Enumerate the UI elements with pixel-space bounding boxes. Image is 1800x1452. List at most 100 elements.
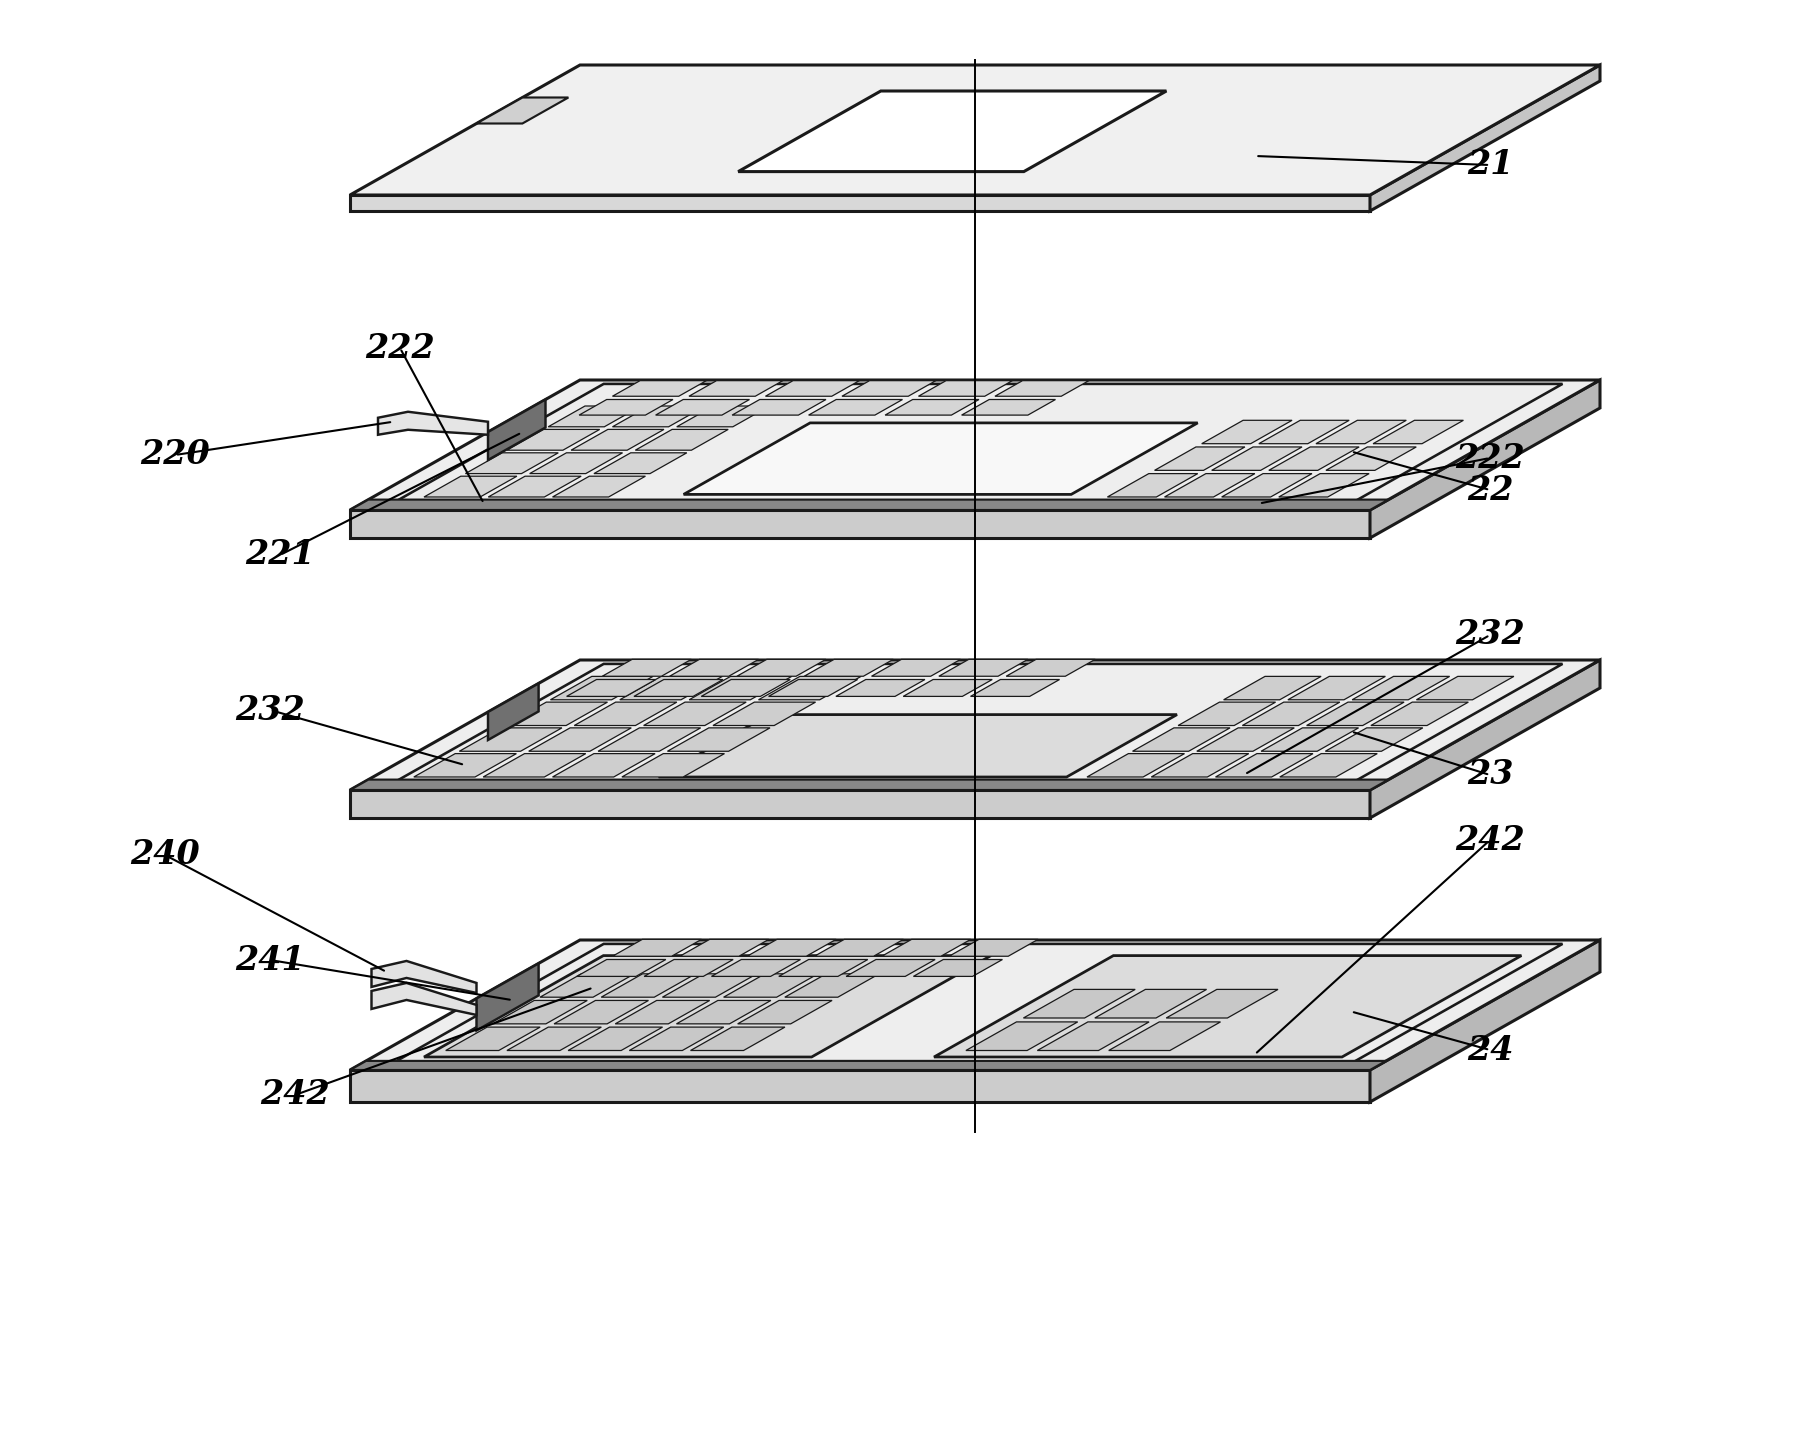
Polygon shape <box>1417 677 1514 700</box>
Polygon shape <box>1037 1022 1148 1050</box>
Polygon shape <box>1222 473 1312 497</box>
Polygon shape <box>882 939 970 957</box>
Polygon shape <box>765 380 859 396</box>
Polygon shape <box>1287 677 1386 700</box>
Polygon shape <box>612 380 706 396</box>
Polygon shape <box>554 1000 648 1024</box>
Polygon shape <box>736 659 826 677</box>
Polygon shape <box>414 754 517 777</box>
Polygon shape <box>967 1022 1078 1050</box>
Polygon shape <box>1165 473 1255 497</box>
Polygon shape <box>598 727 700 751</box>
Polygon shape <box>621 754 724 777</box>
Polygon shape <box>1024 989 1136 1018</box>
Polygon shape <box>553 476 646 497</box>
Polygon shape <box>684 423 1197 494</box>
Polygon shape <box>1109 1022 1220 1050</box>
Polygon shape <box>808 399 902 415</box>
Polygon shape <box>493 1000 587 1024</box>
Polygon shape <box>529 453 623 473</box>
Text: 21: 21 <box>1467 148 1514 182</box>
Polygon shape <box>1242 703 1339 726</box>
Polygon shape <box>634 680 724 697</box>
Polygon shape <box>349 380 1600 510</box>
Polygon shape <box>349 661 1600 790</box>
Polygon shape <box>446 1027 540 1050</box>
Polygon shape <box>689 380 783 396</box>
Polygon shape <box>1258 420 1350 444</box>
Polygon shape <box>668 727 770 751</box>
Polygon shape <box>1325 727 1422 751</box>
Polygon shape <box>689 677 792 700</box>
Polygon shape <box>677 1000 770 1024</box>
Text: 23: 23 <box>1467 758 1514 791</box>
Polygon shape <box>1327 447 1417 470</box>
Polygon shape <box>659 714 1177 777</box>
Polygon shape <box>644 960 733 976</box>
Polygon shape <box>630 1027 724 1050</box>
Polygon shape <box>488 399 545 460</box>
Polygon shape <box>785 974 878 998</box>
Polygon shape <box>1370 65 1600 211</box>
Polygon shape <box>1094 989 1206 1018</box>
Text: 232: 232 <box>236 694 304 726</box>
Polygon shape <box>738 91 1166 171</box>
Polygon shape <box>1132 727 1229 751</box>
Polygon shape <box>371 961 477 993</box>
Polygon shape <box>995 380 1089 396</box>
Polygon shape <box>1370 661 1600 817</box>
Polygon shape <box>349 65 1600 195</box>
Polygon shape <box>576 960 666 976</box>
Polygon shape <box>913 960 1003 976</box>
Polygon shape <box>603 659 691 677</box>
Polygon shape <box>769 680 857 697</box>
Polygon shape <box>1316 420 1406 444</box>
Polygon shape <box>551 677 653 700</box>
Polygon shape <box>949 939 1039 957</box>
Text: 222: 222 <box>365 331 436 364</box>
Polygon shape <box>886 399 979 415</box>
Text: 24: 24 <box>1467 1034 1514 1067</box>
Polygon shape <box>378 412 488 434</box>
Polygon shape <box>1278 473 1370 497</box>
Polygon shape <box>758 677 860 700</box>
Polygon shape <box>549 407 641 427</box>
Polygon shape <box>940 659 1028 677</box>
Polygon shape <box>569 1027 662 1050</box>
Polygon shape <box>662 974 756 998</box>
Polygon shape <box>713 703 815 726</box>
Polygon shape <box>616 1000 709 1024</box>
Polygon shape <box>1152 754 1249 777</box>
Polygon shape <box>655 399 749 415</box>
Polygon shape <box>508 430 599 450</box>
Polygon shape <box>779 960 868 976</box>
Polygon shape <box>349 790 1370 817</box>
Polygon shape <box>349 1070 1370 1102</box>
Polygon shape <box>871 659 961 677</box>
Polygon shape <box>918 380 1012 396</box>
Polygon shape <box>835 680 925 697</box>
Polygon shape <box>619 677 722 700</box>
Text: 22: 22 <box>1467 473 1514 507</box>
Polygon shape <box>482 754 585 777</box>
Polygon shape <box>425 476 517 497</box>
Polygon shape <box>1215 754 1312 777</box>
Polygon shape <box>635 430 729 450</box>
Text: 242: 242 <box>261 1079 329 1111</box>
Polygon shape <box>580 399 673 415</box>
Polygon shape <box>1087 754 1184 777</box>
Polygon shape <box>1269 447 1359 470</box>
Polygon shape <box>904 680 992 697</box>
Polygon shape <box>1202 420 1292 444</box>
Polygon shape <box>425 955 992 1057</box>
Polygon shape <box>677 407 770 427</box>
Polygon shape <box>466 453 558 473</box>
Polygon shape <box>970 680 1060 697</box>
Polygon shape <box>477 97 569 123</box>
Polygon shape <box>571 430 664 450</box>
Polygon shape <box>349 780 1388 790</box>
Polygon shape <box>1262 727 1359 751</box>
Polygon shape <box>842 380 936 396</box>
Text: 220: 220 <box>140 439 211 472</box>
Text: 232: 232 <box>1454 619 1525 652</box>
